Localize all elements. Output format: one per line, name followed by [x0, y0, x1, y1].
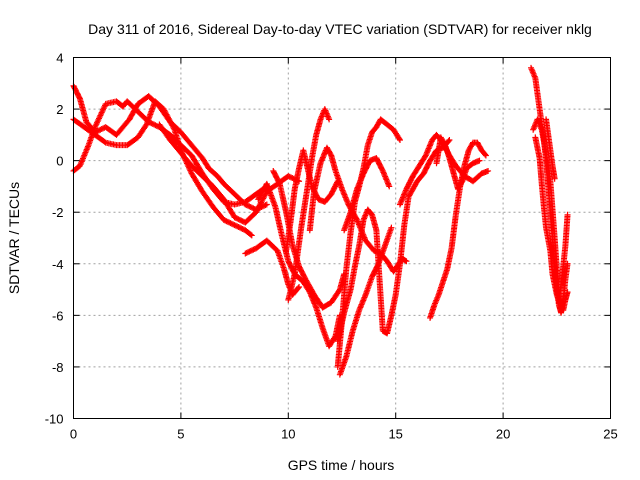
x-tick-label: 5	[177, 427, 184, 442]
plot-frame	[73, 57, 611, 419]
series-track-9	[285, 106, 333, 303]
series-track-1	[70, 82, 270, 213]
x-tick-labels: 0 5 10 15 20 25	[70, 427, 618, 442]
series-track-6	[255, 180, 343, 350]
y-tick-label: 4	[56, 51, 63, 66]
x-tick-label: 10	[281, 427, 295, 442]
x-axis-label: GPS time / hours	[288, 457, 395, 473]
y-tick-label: 0	[56, 154, 63, 169]
series-track-13	[341, 155, 393, 234]
y-tick-label: -10	[45, 412, 64, 427]
y-tick-label: -2	[52, 205, 64, 220]
series-layer	[70, 64, 571, 378]
series-track-17	[433, 134, 483, 193]
x-tick-label: 25	[603, 427, 617, 442]
series-track-22	[555, 211, 571, 306]
y-tick-label: 2	[56, 102, 63, 117]
y-axis-label: SDTVAR / TECUs	[6, 182, 22, 294]
y-tick-label: -4	[52, 257, 64, 272]
x-tick-label: 0	[70, 427, 77, 442]
series-track-2	[70, 98, 270, 208]
chart-title: Day 311 of 2016, Sidereal Day-to-day VTE…	[88, 21, 592, 37]
series-track-21	[543, 116, 558, 182]
axis-ticks	[73, 57, 611, 419]
y-tick-label: -6	[52, 308, 64, 323]
y-tick-label: -8	[52, 360, 64, 375]
x-tick-label: 15	[388, 427, 402, 442]
x-tick-label: 20	[496, 427, 510, 442]
grid	[73, 57, 611, 419]
series-track-5	[242, 237, 303, 298]
series-track-14	[334, 137, 453, 345]
series-track-10	[306, 144, 410, 275]
y-tick-labels: -10 -8 -6 -4 -2 0 2 4	[45, 51, 64, 427]
